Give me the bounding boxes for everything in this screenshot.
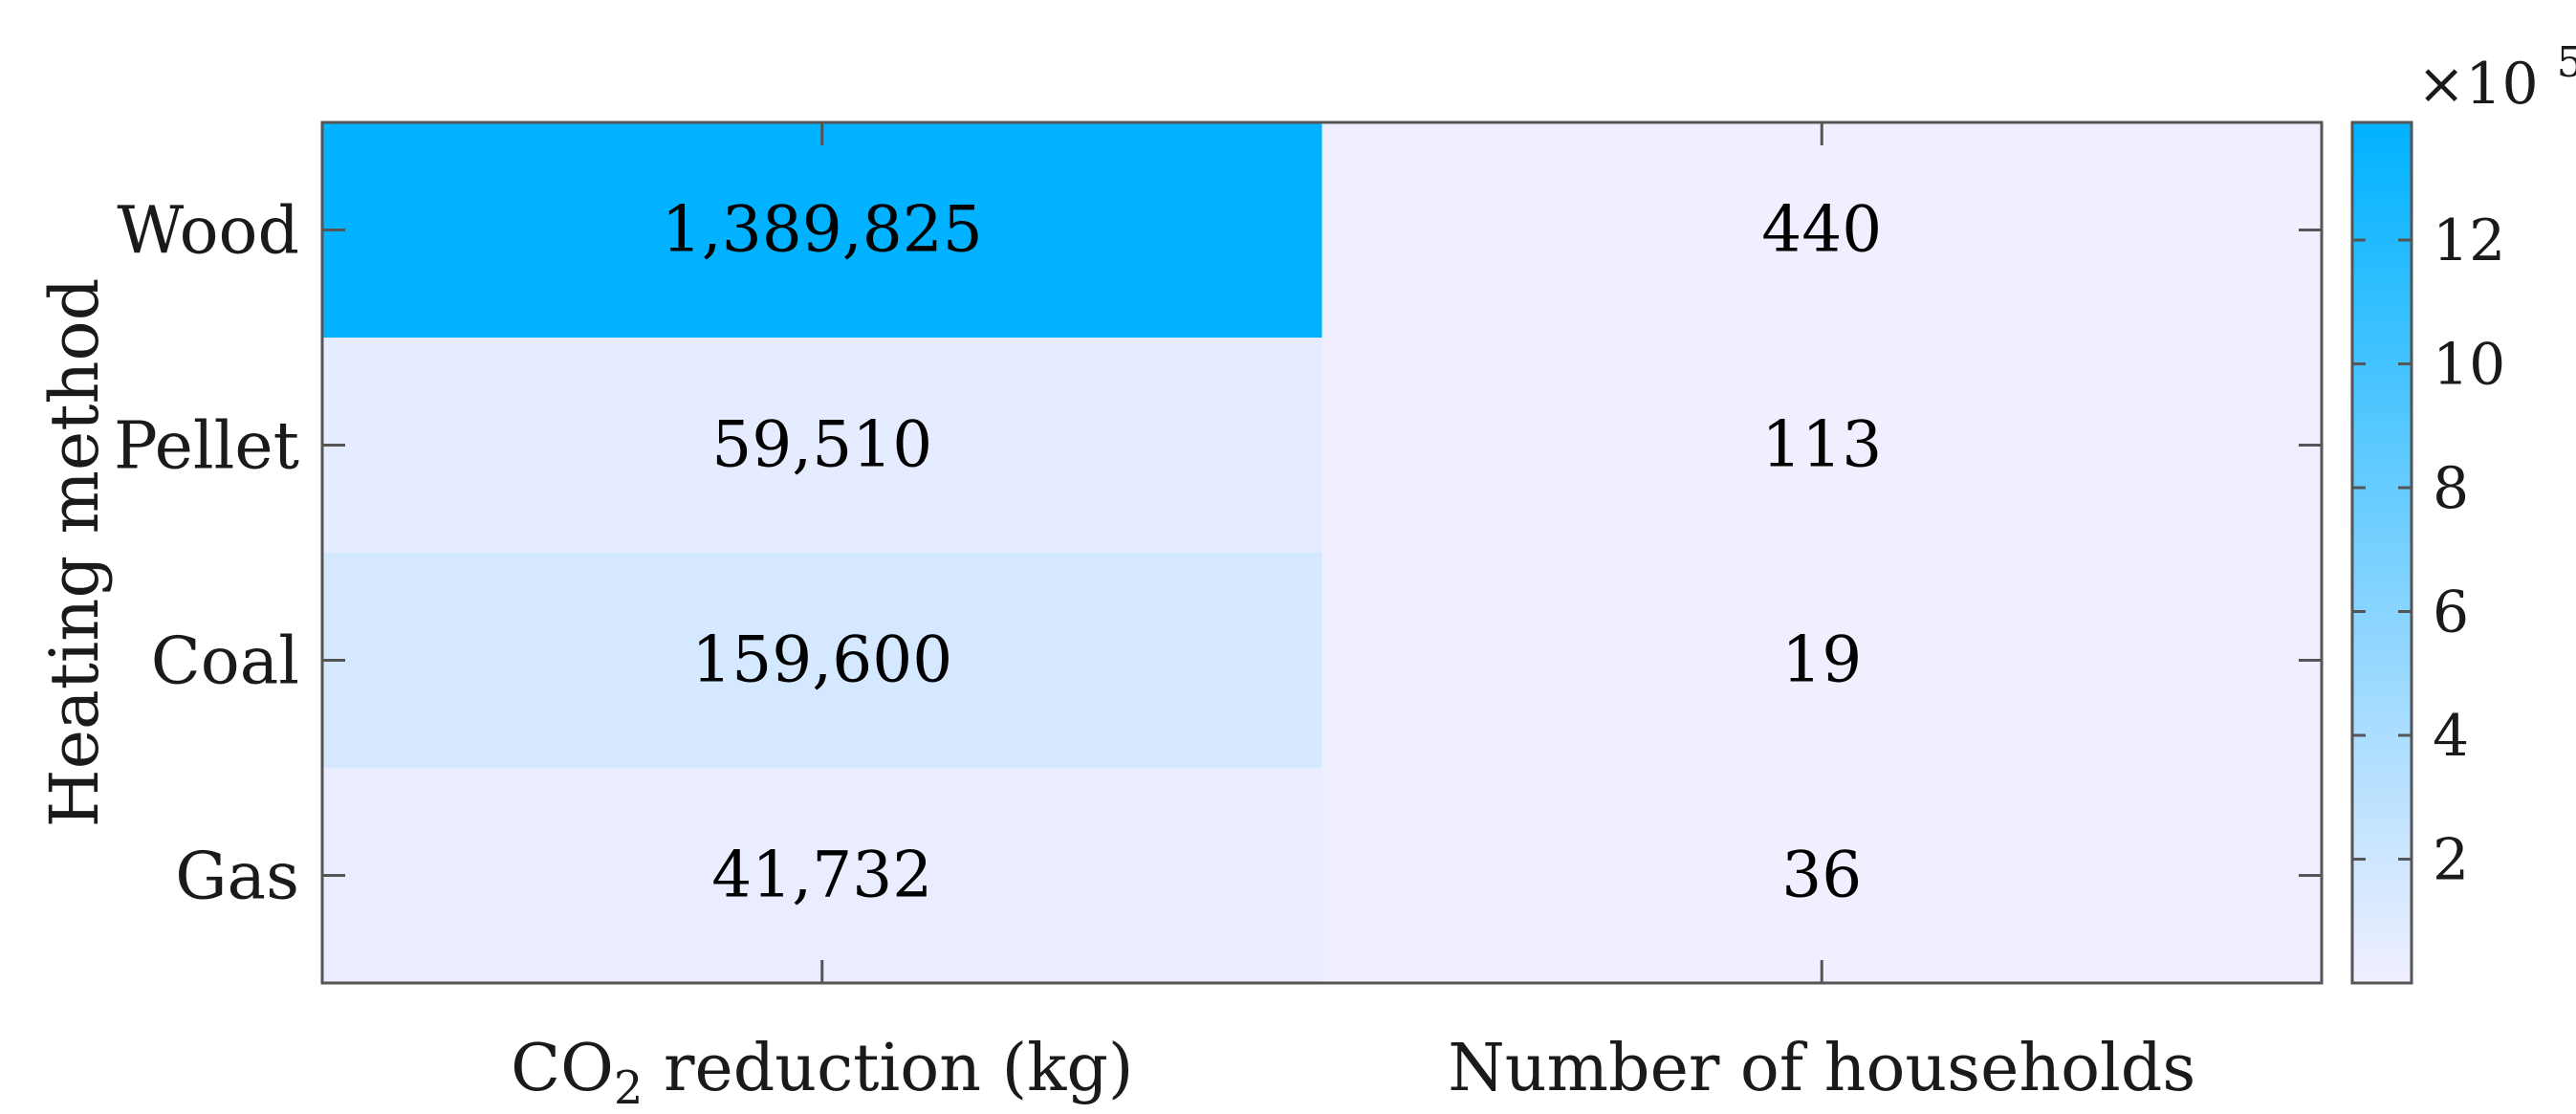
heatmap-cell <box>322 768 1322 984</box>
colorbar-tick-label: 8 <box>2433 455 2469 522</box>
colorbar-ticks: 2 4 6 8 10 12 <box>2352 208 2505 894</box>
heatmap-cell <box>1321 768 2323 984</box>
heatmap-cell <box>322 553 1322 769</box>
colorbar-tick-label: 6 <box>2433 579 2469 646</box>
colorbar-multiplier-base: ×10 <box>2417 51 2539 118</box>
cell-value-label: 41,732 <box>711 839 932 912</box>
heatmap-cell-labels: 1,389,825 440 59,510 113 159,600 19 41,732 36 <box>662 193 1882 912</box>
cell-value-label: 59,510 <box>711 408 932 482</box>
colorbar-multiplier: ×10 5 <box>2417 38 2576 118</box>
row-tick-label: Gas <box>175 840 299 915</box>
heatmap-cell <box>322 338 1322 554</box>
cell-value-label: 440 <box>1761 193 1882 267</box>
column-tick-labels: CO2 reduction (kg) Number of households <box>511 122 2195 1114</box>
plot-frame <box>320 120 2324 985</box>
colorbar-tick-label: 2 <box>2433 827 2469 894</box>
heatmap-cells <box>322 122 2323 984</box>
colorbar-multiplier-exponent: 5 <box>2557 38 2576 87</box>
row-tick-label: Pellet <box>114 409 299 485</box>
cell-value-label: 159,600 <box>691 623 952 697</box>
y-axis-title: Heating method <box>35 278 114 828</box>
colorbar-tick-label: 10 <box>2433 332 2505 399</box>
cell-value-label: 113 <box>1761 408 1882 482</box>
cell-value-label: 36 <box>1781 839 1862 912</box>
heatmap-cell <box>322 122 1322 339</box>
row-tick-label: Wood <box>117 194 299 270</box>
cell-value-label: 19 <box>1781 623 1862 697</box>
colorbar-tick-label: 12 <box>2433 208 2505 274</box>
heatmap-cell <box>1321 122 2323 339</box>
heatmap-cell <box>1321 553 2323 769</box>
column-tick-label: Number of households <box>1448 1031 2195 1106</box>
row-tick-labels: Wood Pellet Coal Gas <box>114 194 2322 915</box>
column-tick-label: CO2 reduction (kg) <box>511 1031 1133 1114</box>
row-tick-label: Coal <box>151 624 299 700</box>
cell-value-label: 1,389,825 <box>662 193 983 267</box>
colorbar-tick-label: 4 <box>2433 703 2469 770</box>
colorbar <box>2350 120 2413 985</box>
heatmap-cell <box>1321 338 2323 554</box>
